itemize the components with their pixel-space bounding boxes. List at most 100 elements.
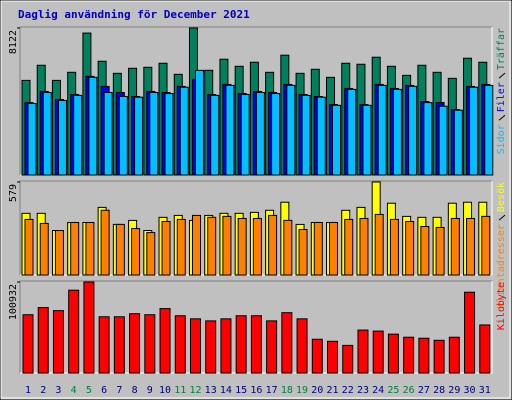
- bar: [435, 226, 445, 276]
- bar: [329, 221, 339, 276]
- bar: [27, 103, 37, 176]
- x-tick-label: 9: [147, 385, 153, 396]
- x-tick-label: 17: [266, 385, 278, 396]
- x-tick-label: 18: [281, 385, 293, 396]
- x-tick-label: 27: [418, 385, 430, 396]
- legend-label: Träffar: [496, 28, 507, 70]
- bar: [408, 85, 418, 176]
- bar: [164, 93, 174, 176]
- bar: [131, 228, 141, 276]
- x-tick-label: 22: [342, 385, 354, 396]
- bar: [301, 94, 311, 176]
- bar: [479, 324, 491, 374]
- bar: [420, 225, 430, 276]
- legend-label: Besök: [496, 182, 507, 212]
- x-tick-label: 26: [403, 385, 415, 396]
- x-tick-label: 14: [220, 385, 232, 396]
- x-tick-label: 13: [205, 385, 217, 396]
- bar: [22, 314, 34, 374]
- legend-label: Kilobyte: [496, 282, 507, 330]
- bar: [194, 69, 204, 176]
- bar: [149, 91, 159, 176]
- legend-label: Klientadresser: [496, 224, 507, 308]
- bar: [222, 215, 232, 276]
- bar: [88, 76, 98, 176]
- bar: [83, 281, 95, 374]
- bar: [418, 337, 430, 374]
- x-tick-label: 1: [25, 385, 31, 396]
- bar: [113, 316, 125, 374]
- bar: [98, 316, 110, 374]
- bar: [189, 318, 201, 374]
- bar: [129, 313, 141, 374]
- bar: [100, 209, 110, 276]
- legend-separator: [498, 114, 506, 121]
- x-tick-label: 12: [189, 385, 201, 396]
- y-tick-label: 8122: [8, 30, 19, 54]
- x-tick-label: 8: [132, 385, 138, 396]
- bar: [179, 86, 189, 176]
- bar: [207, 216, 217, 276]
- bar: [266, 320, 278, 374]
- x-tick-label: 25: [387, 385, 399, 396]
- bar: [57, 99, 67, 176]
- bar: [357, 329, 369, 374]
- bar: [205, 320, 217, 374]
- bar: [174, 315, 186, 374]
- bar: [103, 91, 113, 176]
- bar: [42, 91, 52, 176]
- legend-label: Sidor: [496, 124, 507, 154]
- bar: [296, 318, 308, 374]
- bar: [144, 314, 156, 374]
- x-tick-label: 6: [101, 385, 107, 396]
- x-tick-label: 30: [464, 385, 476, 396]
- bar: [362, 104, 372, 176]
- x-tick-label: 29: [448, 385, 460, 396]
- y-tick-label: 100932: [8, 284, 19, 320]
- bar: [73, 94, 83, 176]
- chart-title: Daglig användning för December 2021: [18, 8, 250, 21]
- bar: [344, 218, 354, 276]
- bar: [316, 96, 326, 176]
- bar: [68, 289, 80, 374]
- x-tick-label: 16: [250, 385, 262, 396]
- x-tick-label: 5: [86, 385, 92, 396]
- bar: [210, 94, 220, 176]
- bar: [54, 230, 64, 276]
- bar: [311, 338, 323, 374]
- bar: [347, 88, 357, 176]
- bar: [39, 222, 49, 276]
- bar: [159, 308, 171, 374]
- bar: [134, 96, 144, 176]
- bar: [466, 217, 476, 276]
- bar: [453, 109, 463, 176]
- bar: [237, 217, 247, 276]
- legend-separator: [498, 214, 506, 221]
- bar: [70, 221, 80, 276]
- bar: [332, 104, 342, 176]
- bar: [286, 84, 296, 176]
- bar: [191, 214, 201, 276]
- bar: [281, 312, 293, 374]
- bar: [387, 333, 399, 374]
- bar: [313, 221, 323, 276]
- bar: [438, 105, 448, 176]
- x-tick-label: 28: [433, 385, 445, 396]
- bar: [255, 91, 265, 176]
- bar: [405, 221, 415, 276]
- bar: [342, 344, 354, 374]
- bar: [225, 84, 235, 176]
- x-tick-label: 4: [71, 385, 77, 396]
- bar: [250, 315, 262, 374]
- x-tick-label: 24: [372, 385, 384, 396]
- bar: [372, 330, 384, 374]
- bar: [392, 88, 402, 176]
- bar: [240, 93, 250, 176]
- bar: [433, 339, 445, 374]
- bar: [146, 232, 156, 276]
- bar: [423, 102, 433, 176]
- bar: [448, 336, 460, 374]
